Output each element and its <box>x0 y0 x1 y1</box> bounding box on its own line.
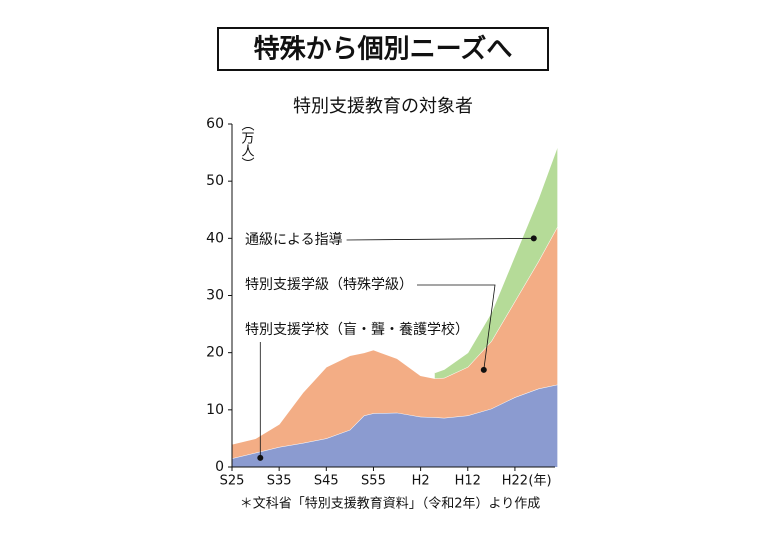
y-tick-label: 50 <box>206 173 224 189</box>
area <box>232 384 558 467</box>
x-tick-label: H22 <box>502 474 528 489</box>
x-tick-label: S45 <box>314 474 339 489</box>
x-tick-label: H2 <box>412 474 430 489</box>
annotation-point <box>257 454 264 461</box>
leader-line <box>417 284 496 370</box>
y-tick-label: 20 <box>206 345 224 361</box>
x-tick-label: S25 <box>220 474 245 489</box>
y-tick-label: 30 <box>206 288 224 304</box>
chart-title: 特別支援教育の対象者 <box>293 96 473 117</box>
x-tick-label: S35 <box>267 474 292 489</box>
y-tick-label: 60 <box>206 116 224 132</box>
annotation-label: 特別支援学校（盲・聾・養護学校） <box>245 321 469 338</box>
y-axis-label: （万人） <box>239 118 255 170</box>
headline: 特殊から個別ニーズへ <box>254 34 513 65</box>
annotation-point <box>530 235 537 242</box>
y-tick-label: 10 <box>206 402 224 418</box>
annotation-point <box>480 366 487 373</box>
leader-line <box>346 237 534 241</box>
y-tick-label: 40 <box>206 230 224 246</box>
x-unit: (年) <box>528 474 551 489</box>
area <box>232 226 558 459</box>
x-tick-label: S55 <box>361 474 386 489</box>
headline-box <box>217 27 549 71</box>
annotation-label: 特別支援学級（特殊学級） <box>245 277 413 293</box>
footnote: ＊文科省「特別支援教育資料」（令和2年）より作成 <box>240 496 541 512</box>
area <box>434 146 558 379</box>
y-tick-label: 0 <box>215 459 224 475</box>
x-tick-label: H12 <box>455 474 481 489</box>
annotation-label: 通級による指導 <box>245 232 343 248</box>
